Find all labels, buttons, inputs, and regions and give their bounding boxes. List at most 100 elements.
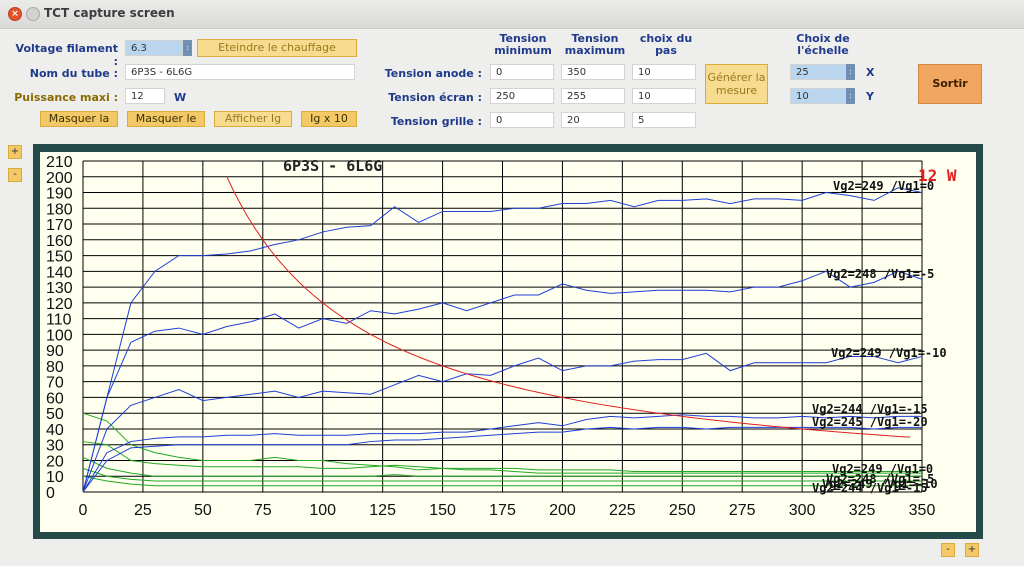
zoom-in-left-button[interactable]: + <box>8 145 22 159</box>
max-power-label: Puissance maxi : <box>14 91 118 104</box>
y-tick-label: 170 <box>46 217 73 234</box>
grid-step-input[interactable]: 5 <box>632 112 696 128</box>
series-label: Vg2=244 /Vg1=-15 <box>812 481 928 495</box>
zoom-out-left-button[interactable]: - <box>8 168 22 182</box>
chart-title: 6P3S - 6L6G <box>283 157 382 175</box>
y-tick-label: 50 <box>46 406 64 423</box>
anode-max-input[interactable]: 350 <box>561 64 625 80</box>
grid-max-input[interactable]: 20 <box>561 112 625 128</box>
scale-y-spinner-icon[interactable]: : <box>846 88 855 104</box>
y-tick-label: 80 <box>46 359 64 376</box>
anode-min-input[interactable]: 0 <box>490 64 554 80</box>
x-tick-label: 25 <box>134 502 152 519</box>
screen-current-curve <box>82 456 922 477</box>
y-tick-label: 0 <box>46 485 55 502</box>
series-label: Vg2=249 /Vg1=0 <box>833 179 934 193</box>
screen-current-curve <box>82 412 922 474</box>
scale-x-label: X <box>866 66 875 79</box>
x-tick-label: 0 <box>79 502 88 519</box>
col-min-header: Tension minimum <box>494 32 552 57</box>
y-tick-label: 160 <box>46 233 73 250</box>
plate-current-curve <box>82 187 923 493</box>
screen-step-input[interactable]: 10 <box>632 88 696 104</box>
minimize-icon[interactable] <box>26 7 40 21</box>
y-tick-label: 100 <box>46 327 73 344</box>
y-tick-label: 60 <box>46 390 64 407</box>
screen-current-curve <box>82 475 922 487</box>
grid-min-input[interactable]: 0 <box>490 112 554 128</box>
x-tick-label: 175 <box>489 502 516 519</box>
zoom-in-right-button[interactable]: + <box>965 543 979 557</box>
power-unit-label: W <box>174 91 187 104</box>
x-tick-label: 225 <box>609 502 636 519</box>
plate-current-curve <box>82 270 923 493</box>
y-tick-label: 140 <box>46 264 73 281</box>
screen-current-curve <box>82 467 922 482</box>
y-tick-label: 200 <box>46 170 73 187</box>
y-tick-label: 130 <box>46 280 73 297</box>
exit-button[interactable]: Sortir <box>918 64 982 104</box>
filament-spinner-icon[interactable]: : <box>183 40 192 56</box>
heat-off-button[interactable]: Eteindre le chauffage <box>197 39 357 57</box>
y-tick-label: 210 <box>46 154 73 171</box>
series-label: Vg2=248 /Vg1=-5 <box>826 267 934 281</box>
col-step-header: choix du pas <box>639 32 693 57</box>
y-tick-label: 120 <box>46 296 73 313</box>
y-tick-label: 150 <box>46 249 73 266</box>
max-power-input[interactable]: 12 <box>125 88 165 104</box>
grid-voltage-label: Tension grille : <box>390 115 482 128</box>
x-tick-label: 275 <box>729 502 756 519</box>
zoom-out-right-button[interactable]: - <box>941 543 955 557</box>
filament-label: Voltage filament : <box>15 42 118 68</box>
tube-name-input[interactable]: 6P3S - 6L6G <box>125 64 355 80</box>
x-tick-label: 200 <box>549 502 576 519</box>
y-tick-label: 30 <box>46 438 64 455</box>
series-label: Vg2=244 /Vg1=-15 <box>812 402 928 416</box>
y-tick-label: 70 <box>46 375 64 392</box>
x-tick-label: 125 <box>369 502 396 519</box>
series-label: Vg2=248 /Vg1=-5 <box>826 472 934 486</box>
close-icon[interactable]: × <box>8 7 22 21</box>
hide-a-button[interactable]: Masquer la <box>40 111 118 127</box>
power-limit-label: 12 W <box>918 166 957 185</box>
y-tick-label: 40 <box>46 422 64 439</box>
power-limit-curve <box>226 176 911 438</box>
hide-b-button[interactable]: Masquer le <box>127 111 205 127</box>
x-tick-label: 250 <box>669 502 696 519</box>
generate-button[interactable]: Générer la mesure <box>705 64 768 104</box>
screen-label: Tension écran : <box>388 91 482 104</box>
series-label: Vg2=249 /Vg1=0 <box>832 462 933 476</box>
x-tick-label: 150 <box>429 502 456 519</box>
x-tick-label: 75 <box>254 502 272 519</box>
anode-label: Tension anode : <box>384 67 482 80</box>
scale-x-input[interactable]: 25 <box>790 64 846 80</box>
series-label: Vg2=249 /Vg1=-10 <box>822 477 938 491</box>
tube-name-label: Nom du tube : <box>29 67 118 80</box>
title-bar: × TCT capture screen <box>0 0 1024 29</box>
scale-y-label: Y <box>866 90 874 103</box>
filament-input[interactable]: 6.3 <box>125 40 183 56</box>
series-label: Vg2=245 /Vg1=-20 <box>812 415 928 429</box>
series-label: Vg2=249 /Vg1=-10 <box>831 346 947 360</box>
ig-x10-button[interactable]: Ig x 10 <box>301 111 357 127</box>
y-tick-label: 90 <box>46 343 64 360</box>
x-tick-label: 325 <box>849 502 876 519</box>
y-tick-label: 190 <box>46 186 73 203</box>
screen-max-input[interactable]: 255 <box>561 88 625 104</box>
col-max-header: Tension maximum <box>564 32 626 57</box>
curve-chart: 0102030405060708090100110120130140150160… <box>33 144 983 539</box>
plate-current-curve <box>82 352 923 493</box>
x-tick-label: 50 <box>194 502 212 519</box>
show-ig-button[interactable]: Afficher Ig <box>214 111 292 127</box>
anode-step-input[interactable]: 10 <box>632 64 696 80</box>
y-tick-label: 110 <box>46 312 72 329</box>
x-tick-label: 300 <box>789 502 816 519</box>
screen-current-curve <box>82 441 922 473</box>
screen-min-input[interactable]: 250 <box>490 88 554 104</box>
x-tick-label: 100 <box>309 502 336 519</box>
plate-current-curve <box>82 414 922 493</box>
y-tick-label: 20 <box>46 453 64 470</box>
scale-y-input[interactable]: 10 <box>790 88 846 104</box>
scale-x-spinner-icon[interactable]: : <box>846 64 855 80</box>
y-tick-label: 180 <box>46 201 73 218</box>
